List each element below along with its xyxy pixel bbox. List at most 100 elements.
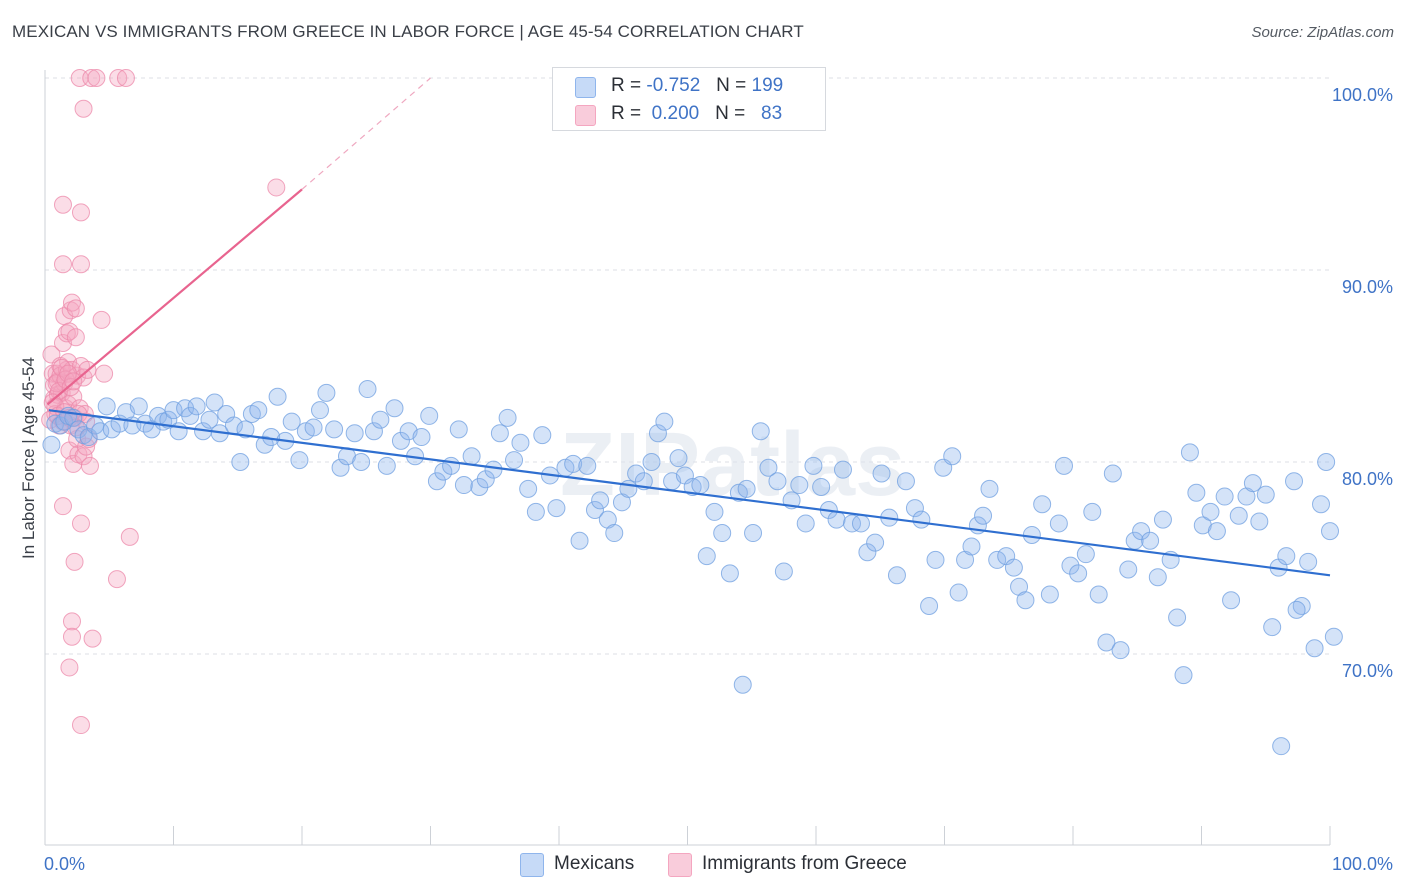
mexicans-point-188 [1324,627,1343,646]
mexicans-point-175 [1243,474,1262,493]
greece-point-57 [107,570,126,589]
mexicans-point-165 [1174,666,1193,685]
mexicans-point-107 [751,422,770,441]
mexicans-point-155 [1103,464,1122,483]
mexicans-point-149 [1061,556,1080,575]
mexicans-point-101 [705,502,724,521]
mexicans-point-96 [669,449,688,468]
mexicans-point-47 [325,420,344,439]
mexicans-point-109 [768,472,787,491]
mexicans-point-144 [1022,525,1041,544]
mexicans-point-11 [97,397,116,416]
greece-point-66 [74,99,93,118]
greece-point-69 [50,381,69,400]
y-tick-label-1: 80.0% [1342,469,1393,489]
mexicans-point-22 [164,401,183,420]
mexicans-point-138 [980,479,999,498]
greece-point-49 [71,255,90,274]
mexicans-point-135 [962,537,981,556]
mexicans-point-176 [1250,512,1269,531]
mexicans-point-8 [79,428,98,447]
x-tick-labels: 0.0% 100.0% [44,854,1393,874]
mexicans-point-57 [391,431,410,450]
bottom-legend-swatch-mexicans [520,853,544,877]
greece-point-59 [92,310,111,329]
mexicans-point-178 [1263,618,1282,637]
mexicans-point-65 [449,420,468,439]
mexicans-point-184 [1305,639,1324,658]
legend-n-label: N = [716,75,747,96]
mexicans-point-75 [519,479,538,498]
mexicans-point-172 [1222,591,1241,610]
mexicans-point-171 [1215,487,1234,506]
mexicans-point-82 [570,531,589,550]
mexicans-point-72 [498,408,517,427]
mexicans-point-177 [1256,485,1275,504]
mexicans-point-156 [1111,641,1130,660]
x-tick-label-0: 0.0% [44,854,85,874]
trend-line-mexicans [48,409,1331,577]
mexicans-point-129 [920,597,939,615]
mexicans-point-71 [490,424,509,443]
mexicans-point-6 [69,420,88,439]
greece-point-65 [116,69,135,87]
mexicans-point-76 [526,502,545,521]
axes [44,70,1331,846]
legend-text-greece: R = 0.200 N = 83 [611,103,782,125]
mexicans-point-191 [1287,600,1306,619]
mexicans-point-41 [282,412,301,431]
mexicans-point-185 [1312,495,1331,514]
mexicans-point-73 [505,451,524,470]
greece-point-46 [53,195,72,214]
mexicans-point-25 [181,406,200,425]
mexicans-point-39 [268,387,287,406]
mexicans-point-84 [585,501,604,519]
mexicans-point-54 [371,410,390,429]
mexicans-point-112 [790,476,809,495]
greece-point-32 [66,299,85,318]
mexicans-point-89 [619,479,638,498]
source-label: Source: ZipAtlas.com [1251,24,1394,41]
greece-point-18 [57,324,76,343]
mexicans-point-60 [412,428,431,447]
mexicans-point-143 [1016,591,1035,610]
bottom-legend-label-mexicans: Mexicans [554,853,635,874]
mexicans-point-173 [1229,506,1248,525]
mexicans-point-98 [683,477,702,496]
legend-text-mexicans: R = -0.752 N = 199 [611,75,783,97]
mexicans-point-69 [476,470,495,489]
mexicans-point-26 [187,397,206,416]
mexicans-point-36 [249,401,268,420]
mexicans-point-53 [364,422,383,441]
greece-point-63 [87,69,106,87]
mexicans-point-186 [1317,453,1336,471]
greece-point-54 [53,497,72,516]
mexicans-point-170 [1207,522,1226,541]
mexicans-point-74 [511,433,530,452]
mexicans-point-33 [231,453,250,471]
mexicans-point-123 [872,464,891,483]
mexicans-point-169 [1201,502,1220,521]
mexicans-point-137 [974,506,993,525]
mexicans-point-48 [331,458,350,477]
mexicans-point-141 [1004,558,1023,577]
mexicans-point-126 [896,472,915,491]
series-mexicans [42,380,1343,756]
greece-point-52 [60,658,79,677]
legend-swatch-greece [575,105,596,126]
mexicans-point-46 [317,383,336,402]
mexicans-point-159 [1132,522,1151,541]
mexicans-point-150 [1069,564,1088,583]
mexicans-point-64 [442,456,461,475]
mexicans-point-115 [812,477,831,496]
mexicans-point-187 [1321,522,1339,541]
trend-line-greece-extension [301,77,431,190]
mexicans-point-133 [949,583,968,602]
mexicans-point-77 [533,426,552,445]
y-tick-labels: 70.0% 80.0% 90.0% 100.0% [1332,85,1393,681]
x-tick-label-1: 100.0% [1332,854,1393,874]
mexicans-point-102 [713,524,732,543]
mexicans-point-151 [1076,545,1095,564]
mexicans-point-147 [1049,514,1068,533]
